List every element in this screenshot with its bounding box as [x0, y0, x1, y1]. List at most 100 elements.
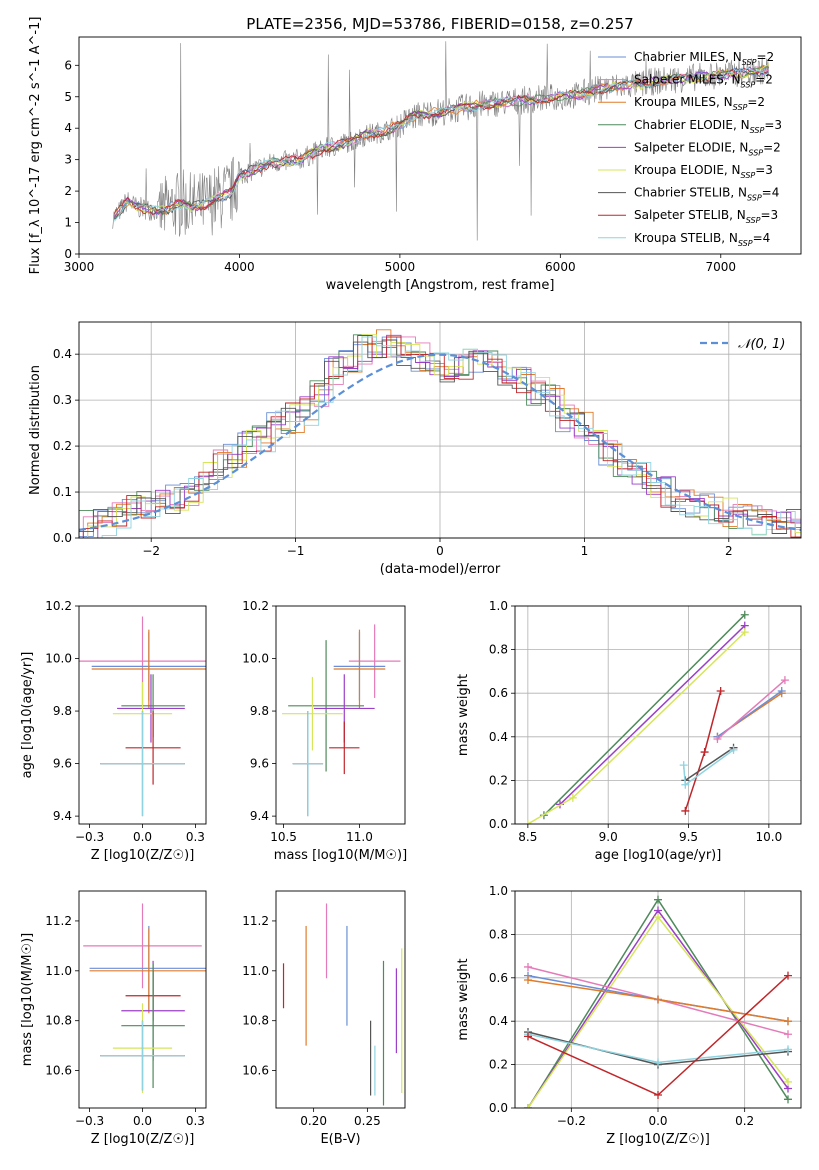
- y-tick-label: 0.8: [489, 643, 508, 657]
- y-tick-label: 10.8: [45, 1014, 72, 1028]
- residual-histogram: [79, 339, 801, 538]
- x-axis-label: Z [log10(Z/Z☉)]: [606, 1132, 710, 1147]
- y-tick-label: 10.6: [45, 1064, 72, 1078]
- y-tick-label: 10.0: [45, 652, 72, 666]
- legend-label-subscript: SSP: [750, 126, 765, 135]
- y-tick-label: 0.4: [53, 347, 72, 361]
- axes-frame: [514, 605, 802, 825]
- panel-age-vs-mass: 10.5 11.0 9.4 9.6 9.8 10.0 10.2 mass [log10(M/M…: [242, 599, 407, 863]
- weight-point-marker: [777, 687, 786, 696]
- weight-point-marker: [681, 780, 690, 789]
- weight-point-marker: [784, 1045, 792, 1054]
- y-axis-label: mass weight: [456, 958, 471, 1040]
- x-tick-label: 1: [581, 544, 589, 558]
- y-tick-label: 6: [64, 58, 72, 72]
- y-axis-label: mass [log10(M/M☉)]: [20, 933, 35, 1066]
- weight-point-marker: [740, 610, 749, 619]
- weight-point-marker: [700, 748, 709, 757]
- x-tick-label: 10.0: [756, 830, 783, 844]
- legend-label: Kroupa STELIB, NSSP=4: [634, 231, 770, 248]
- y-tick-label: 10.0: [242, 652, 269, 666]
- legend-label-subscript: SSP: [746, 216, 761, 225]
- y-tick-label: 0.2: [53, 439, 72, 453]
- legend-label-n: 2: [757, 95, 765, 109]
- weight-point-marker: [524, 1104, 532, 1108]
- y-tick-label: 9.6: [53, 757, 72, 771]
- axes-frame: [275, 890, 406, 1109]
- y-tick-label: 0.2: [489, 1058, 508, 1072]
- weight-point-marker: [716, 687, 725, 696]
- x-tick-label: 0.3: [186, 1114, 205, 1128]
- marks: [524, 895, 792, 1108]
- x-tick-label: 0.25: [354, 1114, 381, 1128]
- legend-label-n: 2: [765, 73, 773, 87]
- axes: 0.20 0.25 10.6 10.8 11.0 11.2 E(B-V): [242, 890, 406, 1147]
- weight-point-marker: [654, 1058, 662, 1067]
- y-tick-label: 9.8: [250, 704, 269, 718]
- panel-mass-vs-EBV: 0.20 0.25 10.6 10.8 11.0 11.2 E(B-V): [242, 890, 406, 1147]
- axes: 10.5 11.0 9.4 9.6 9.8 10.0 10.2 mass [log10(M/M…: [242, 599, 407, 863]
- legend-label: Kroupa MILES, NSSP=2: [634, 95, 765, 112]
- legend-label-eq: =: [755, 73, 765, 87]
- axes-frame: [78, 36, 802, 255]
- axes-frame: [275, 605, 406, 825]
- y-tick-label: 11.2: [242, 914, 269, 928]
- y-tick-label: 0.4: [489, 730, 508, 744]
- legend-label: Chabrier ELODIE, NSSP=3: [634, 118, 782, 135]
- panel-weight-vs-Z: −0.2 0.0 0.2 0.0 0.2 0.4 0.6 0.8 1.0 Z [log10(Z/Z…: [456, 884, 802, 1147]
- weight-point-marker: [679, 761, 688, 770]
- y-tick-label: 1.0: [489, 599, 508, 613]
- y-tick-label: 9.6: [250, 757, 269, 771]
- x-tick-label: 2: [725, 544, 733, 558]
- legend-label: Kroupa ELODIE, NSSP=3: [634, 163, 773, 180]
- axes: 8.5 9.0 9.5 10.0 0.0 0.2 0.4 0.6 0.8 1.0 age [log1…: [456, 599, 802, 863]
- x-tick-label: 7000: [706, 260, 737, 274]
- legend-label-subscript: SSP: [741, 171, 756, 180]
- weight-point-marker: [713, 734, 722, 743]
- y-tick-label: 4: [64, 121, 72, 135]
- marks: [83, 903, 206, 1094]
- panel-residuals: −2 −1 0 1 2 0.0 0.1 0.2 0.3 0.4 (data-model)/error…: [28, 321, 802, 577]
- x-tick-label: −0.3: [75, 1114, 104, 1128]
- legend-label-n: 4: [772, 186, 780, 200]
- legend-label-eq: =: [747, 95, 757, 109]
- legend-label-eq: =: [763, 140, 773, 154]
- legend-label-eq: =: [755, 163, 765, 177]
- y-tick-label: 5: [64, 90, 72, 104]
- legend-label-n: 3: [771, 208, 779, 222]
- panel-weight-vs-age: 8.5 9.0 9.5 10.0 0.0 0.2 0.4 0.6 0.8 1.0 age [log1…: [456, 599, 802, 863]
- weight-point-marker: [654, 895, 662, 904]
- x-tick-label: 0.20: [300, 1114, 327, 1128]
- residual-legend: 𝒩(0, 1): [700, 337, 785, 352]
- y-tick-label: 0.8: [489, 927, 508, 941]
- weight-point-marker: [740, 628, 749, 637]
- legend-label-n: 3: [774, 118, 782, 132]
- y-tick-label: 0.3: [53, 393, 72, 407]
- legend-label-subscript: SSP: [733, 103, 748, 112]
- x-tick-label: 11.0: [346, 830, 373, 844]
- legend-label-main: Salpeter STELIB, N: [634, 208, 746, 222]
- y-tick-label: 2: [64, 184, 72, 198]
- legend-label-main: Kroupa ELODIE, N: [634, 163, 741, 177]
- x-tick-label: 9.5: [679, 830, 698, 844]
- y-tick-label: 10.2: [242, 599, 269, 613]
- x-axis-label: (data-model)/error: [380, 562, 501, 577]
- legend-label: Chabrier MILES, NSSP=2: [634, 50, 774, 67]
- y-tick-label: 1.0: [489, 884, 508, 898]
- axes-frame: [78, 321, 802, 539]
- axes-frame: [78, 890, 207, 1109]
- residual-histogram: [87, 334, 801, 538]
- y-tick-label: 11.0: [242, 964, 269, 978]
- y-tick-label: 0.0: [53, 531, 72, 545]
- model-spectrum-line: [113, 67, 770, 216]
- y-tick-label: 0.0: [489, 817, 508, 831]
- y-tick-label: 0.0: [489, 1101, 508, 1115]
- normal-curve: [79, 353, 801, 531]
- x-tick-label: 4000: [224, 260, 255, 274]
- weight-point-marker: [729, 745, 738, 754]
- weight-point-marker: [654, 913, 662, 922]
- legend-label: 𝒩(0, 1): [738, 337, 785, 352]
- marks: [282, 624, 401, 817]
